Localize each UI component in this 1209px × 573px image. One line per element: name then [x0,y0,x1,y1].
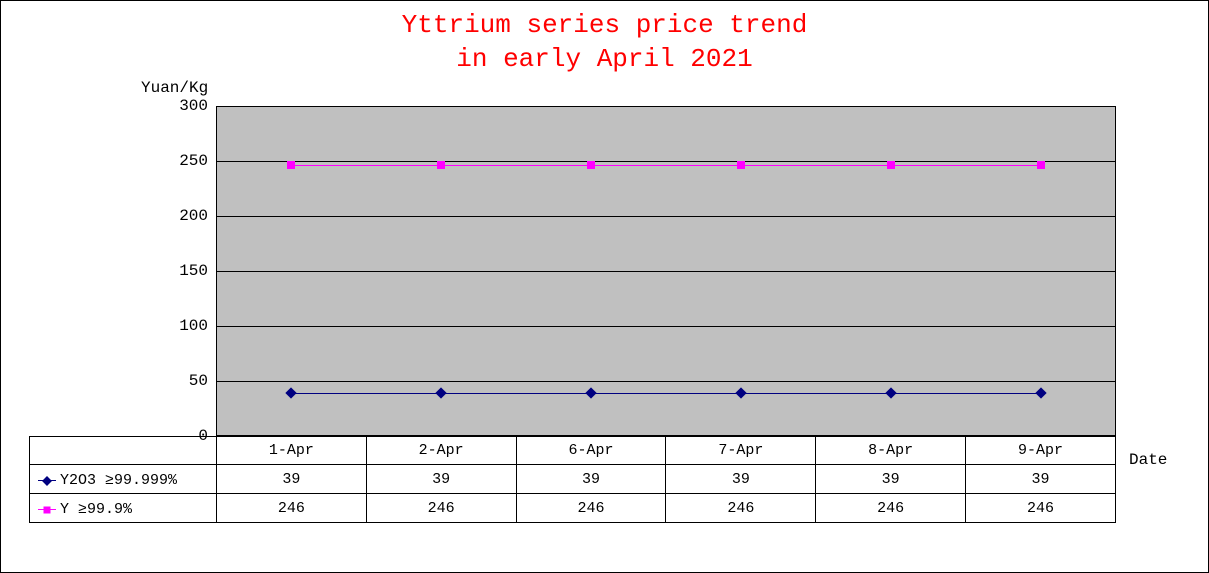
table-category-header: 6-Apr [516,437,666,465]
y-tick-label: 300 [148,97,208,115]
x-axis-label: Date [1129,451,1167,469]
plot-area [216,106,1116,436]
series-legend-cell: Y ≥99.9% [30,494,217,523]
chart-title: Yttrium series price trend in early Apri… [1,1,1208,77]
y-axis-label: Yuan/Kg [141,79,208,97]
gridline [216,216,1116,217]
table-category-header: 1-Apr [216,437,366,465]
chart-container: Yttrium series price trend in early Apri… [0,0,1209,573]
square-icon [38,509,56,510]
series-label: Y ≥99.9% [60,501,132,518]
table-cell: 39 [966,465,1116,494]
table-category-header: 8-Apr [816,437,966,465]
series-line-0 [291,393,1041,394]
table-row: Y ≥99.9%246246246246246246 [30,494,1116,523]
y-tick-label: 250 [148,152,208,170]
table-cell: 246 [366,494,516,523]
table-row: Y2O3 ≥99.999%393939393939 [30,465,1116,494]
gridline [216,381,1116,382]
table-cell: 39 [816,465,966,494]
series-line-1 [291,165,1041,166]
table-cell: 246 [516,494,666,523]
series-marker [287,161,295,169]
series-marker [887,161,895,169]
table-cell: 39 [666,465,816,494]
series-marker [437,161,445,169]
gridline [216,326,1116,327]
table-cell: 246 [666,494,816,523]
series-marker [737,161,745,169]
diamond-icon [38,480,56,481]
table-body: Y2O3 ≥99.999%393939393939Y ≥99.9%2462462… [30,465,1116,523]
series-marker [1037,161,1045,169]
table-category-header: 7-Apr [666,437,816,465]
series-label: Y2O3 ≥99.999% [60,472,177,489]
table-category-header: 9-Apr [966,437,1116,465]
table-cell: 39 [216,465,366,494]
series-marker [587,161,595,169]
title-line-2: in early April 2021 [1,43,1208,77]
table-cell: 246 [816,494,966,523]
table-cell: 246 [216,494,366,523]
table-category-header: 2-Apr [366,437,516,465]
series-legend-cell: Y2O3 ≥99.999% [30,465,217,494]
title-line-1: Yttrium series price trend [1,9,1208,43]
y-tick-label: 50 [148,372,208,390]
table-cell: 39 [516,465,666,494]
gridline [216,161,1116,162]
data-table: 1-Apr2-Apr6-Apr7-Apr8-Apr9-Apr Y2O3 ≥99.… [29,436,1116,523]
table-cell: 246 [966,494,1116,523]
table-cell: 39 [366,465,516,494]
y-tick-label: 200 [148,207,208,225]
y-tick-label: 100 [148,317,208,335]
y-tick-label: 0 [148,427,208,445]
y-tick-label: 150 [148,262,208,280]
gridline [216,271,1116,272]
